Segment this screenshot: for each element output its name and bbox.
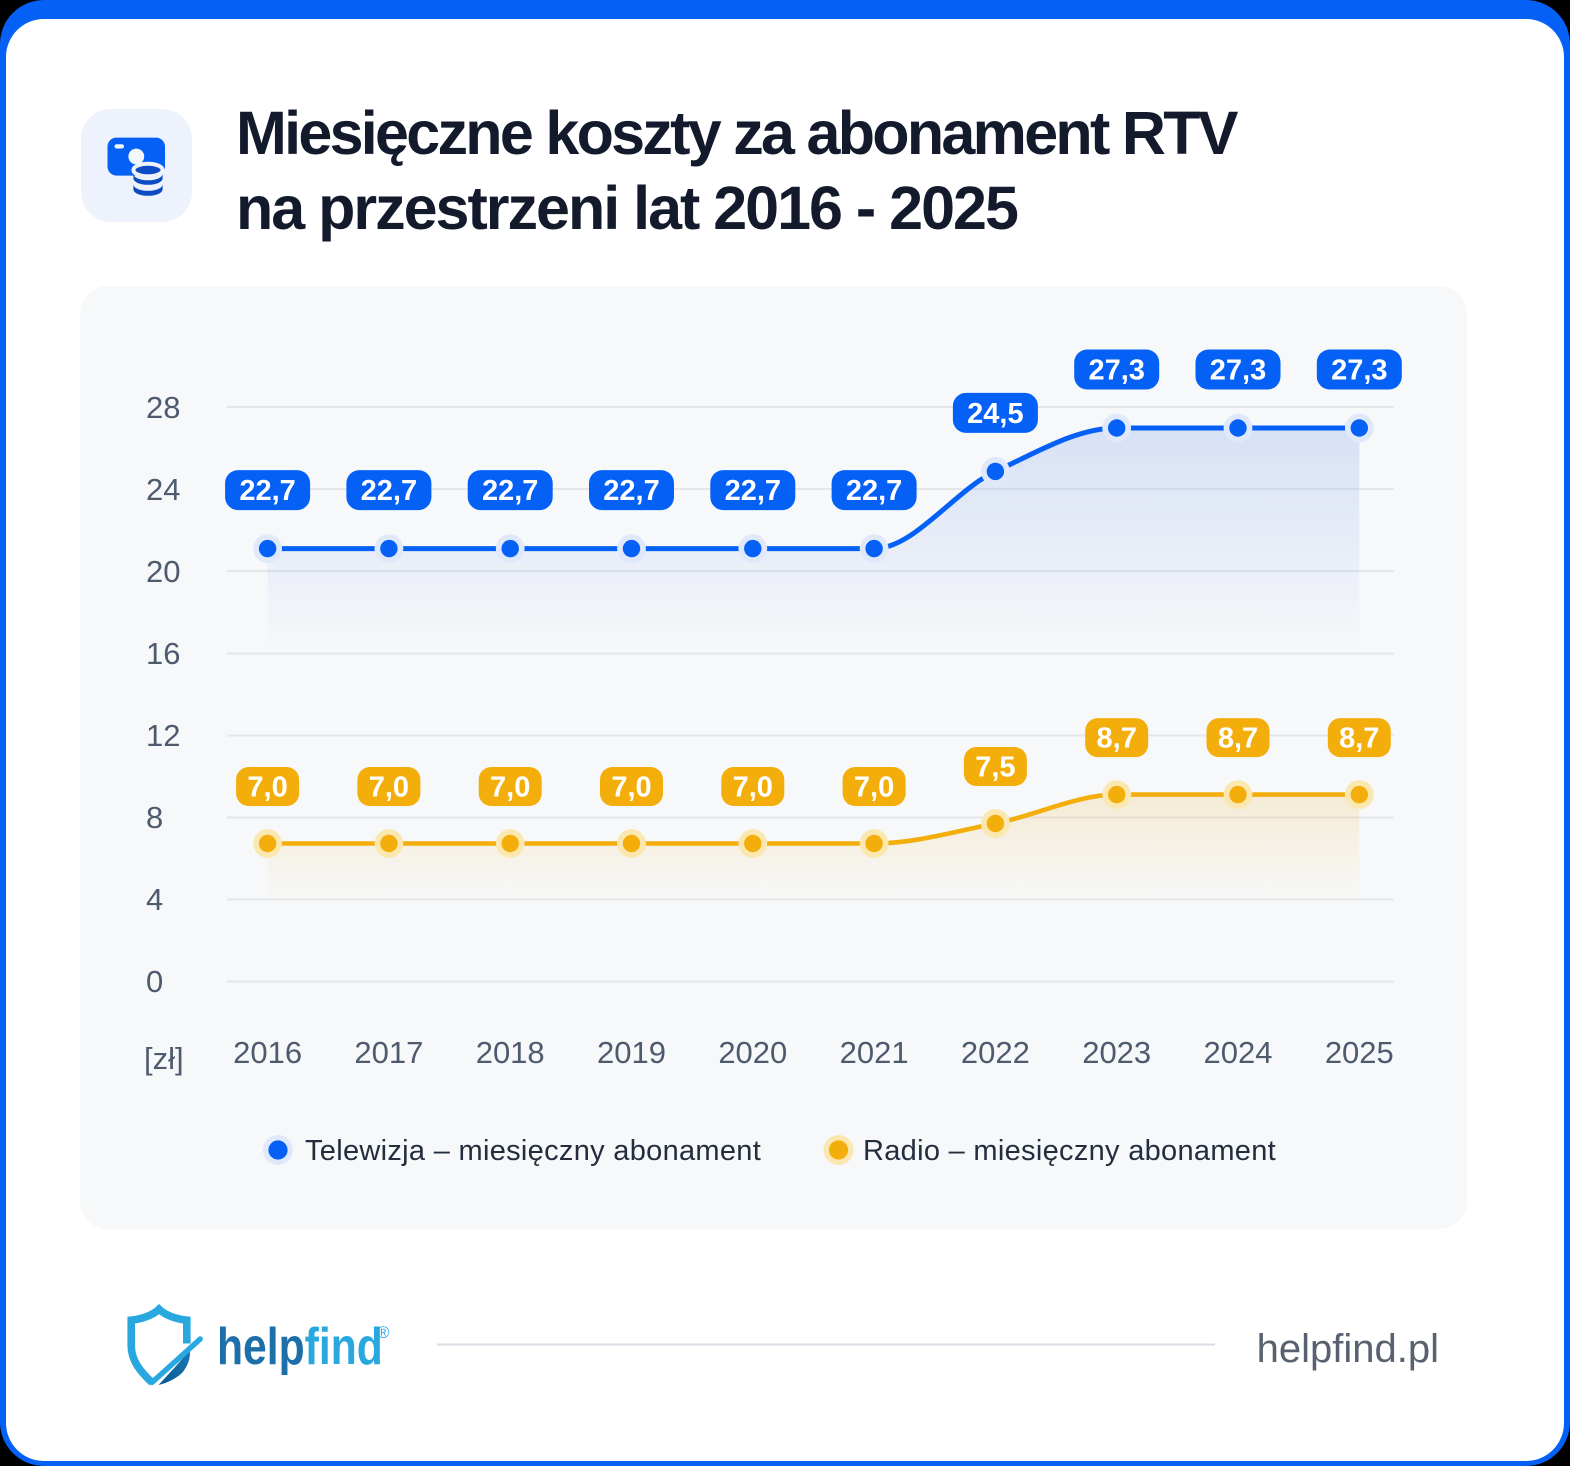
- svg-text:®: ®: [377, 1323, 390, 1342]
- svg-text:helpfind.pl: helpfind.pl: [1257, 1327, 1439, 1371]
- svg-text:2022: 2022: [961, 1035, 1030, 1070]
- svg-text:helpfind: helpfind: [217, 1318, 383, 1376]
- svg-text:24,5: 24,5: [967, 398, 1023, 430]
- svg-text:27,3: 27,3: [1331, 355, 1387, 387]
- svg-text:27,3: 27,3: [1088, 355, 1144, 387]
- svg-text:27,3: 27,3: [1210, 355, 1266, 387]
- svg-text:Radio – miesięczny abonament: Radio – miesięczny abonament: [863, 1135, 1276, 1167]
- svg-text:2021: 2021: [840, 1035, 909, 1070]
- svg-text:7,0: 7,0: [854, 772, 894, 804]
- svg-text:2017: 2017: [354, 1035, 423, 1070]
- svg-text:22,7: 22,7: [603, 475, 659, 507]
- svg-text:7,0: 7,0: [369, 772, 409, 804]
- svg-text:8,7: 8,7: [1097, 723, 1137, 755]
- svg-text:2020: 2020: [718, 1035, 787, 1070]
- svg-text:2016: 2016: [233, 1035, 302, 1070]
- svg-text:22,7: 22,7: [361, 475, 417, 507]
- svg-text:7,0: 7,0: [611, 772, 651, 804]
- svg-text:28: 28: [146, 390, 180, 425]
- svg-text:7,5: 7,5: [975, 752, 1015, 784]
- svg-text:22,7: 22,7: [482, 475, 538, 507]
- svg-text:Miesięczne koszty za abonament: Miesięczne koszty za abonament RTV: [236, 99, 1239, 167]
- svg-text:2024: 2024: [1204, 1035, 1273, 1070]
- svg-text:2025: 2025: [1325, 1035, 1394, 1070]
- svg-text:20: 20: [146, 554, 180, 589]
- svg-text:2023: 2023: [1082, 1035, 1151, 1070]
- svg-text:2018: 2018: [476, 1035, 545, 1070]
- svg-text:7,0: 7,0: [490, 772, 530, 804]
- svg-text:16: 16: [146, 636, 180, 671]
- svg-text:8: 8: [146, 800, 163, 835]
- svg-text:2019: 2019: [597, 1035, 666, 1070]
- svg-text:22,7: 22,7: [239, 475, 295, 507]
- svg-text:na przestrzeni lat 2016 - 2025: na przestrzeni lat 2016 - 2025: [236, 174, 1018, 242]
- svg-text:22,7: 22,7: [846, 475, 902, 507]
- svg-text:8,7: 8,7: [1339, 723, 1379, 755]
- svg-text:[zł]: [zł]: [144, 1041, 184, 1076]
- svg-text:Telewizja – miesięczny aboname: Telewizja – miesięczny abonament: [305, 1135, 761, 1167]
- svg-text:0: 0: [146, 964, 163, 999]
- svg-text:8,7: 8,7: [1218, 723, 1258, 755]
- svg-text:7,0: 7,0: [247, 772, 287, 804]
- svg-text:24: 24: [146, 472, 180, 507]
- svg-text:7,0: 7,0: [733, 772, 773, 804]
- svg-text:22,7: 22,7: [725, 475, 781, 507]
- svg-text:4: 4: [146, 882, 163, 917]
- svg-text:12: 12: [146, 718, 180, 753]
